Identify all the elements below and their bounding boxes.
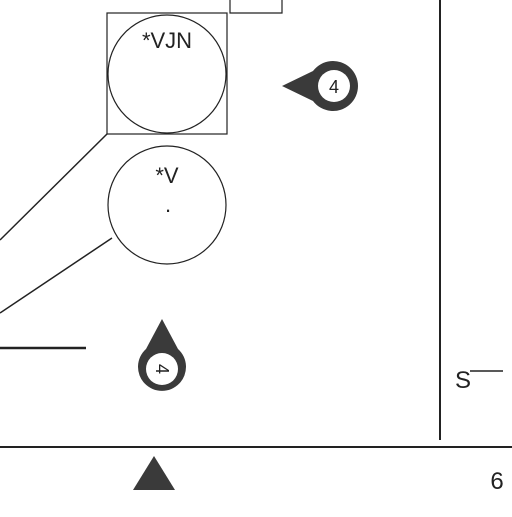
connector-vjn — [0, 133, 108, 241]
edge-mark: S — [455, 367, 471, 394]
marker-right-center — [318, 70, 350, 102]
node-v-sublabel: . — [165, 192, 171, 217]
north-triangle-icon — [133, 456, 175, 490]
connector-v — [0, 237, 113, 314]
marker-bottom-center — [146, 353, 178, 385]
marker-bottom: 4 — [137, 319, 186, 391]
node-v-circle — [107, 145, 227, 265]
page-number: 6 — [490, 468, 503, 495]
node-vjn-circle — [107, 14, 227, 134]
top-partial-box — [229, 0, 283, 14]
node-v-label: *V — [155, 163, 179, 188]
node-vjn-box — [106, 12, 228, 135]
marker-right-label: 4 — [329, 77, 339, 97]
node-vjn-label: *VJN — [142, 28, 192, 53]
marker-right: 4 — [282, 61, 358, 112]
marker-bottom-label: 4 — [152, 364, 172, 374]
